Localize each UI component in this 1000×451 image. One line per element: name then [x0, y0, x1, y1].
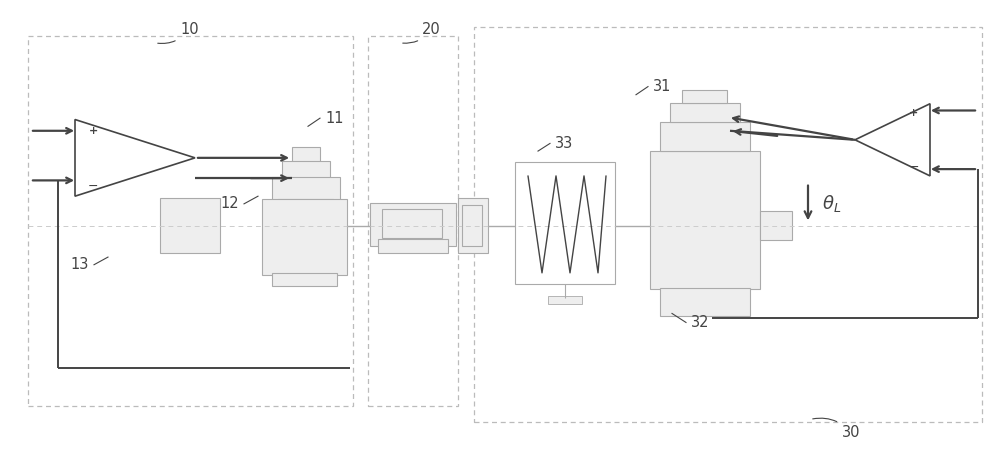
- Bar: [515, 162, 615, 284]
- Text: 12: 12: [220, 196, 239, 212]
- Text: $\theta_L$: $\theta_L$: [822, 193, 841, 214]
- Bar: [292, 147, 320, 162]
- Bar: [682, 90, 727, 103]
- Bar: [458, 198, 488, 253]
- Bar: [370, 203, 456, 246]
- Bar: [378, 239, 448, 253]
- Bar: [650, 151, 760, 289]
- Text: +: +: [909, 108, 919, 118]
- Text: −: −: [88, 180, 98, 193]
- Bar: [660, 122, 750, 151]
- Bar: [474, 27, 982, 422]
- Text: +: +: [88, 126, 98, 136]
- Text: 20: 20: [403, 22, 441, 43]
- Bar: [462, 205, 482, 246]
- Bar: [28, 36, 353, 406]
- Text: 30: 30: [813, 418, 860, 441]
- Bar: [272, 177, 340, 201]
- Bar: [548, 296, 582, 304]
- Text: 13: 13: [71, 257, 89, 272]
- Bar: [660, 288, 750, 316]
- Bar: [262, 199, 347, 275]
- Bar: [278, 199, 333, 221]
- Bar: [670, 103, 740, 122]
- Bar: [382, 209, 442, 238]
- Text: 32: 32: [691, 315, 710, 330]
- Bar: [272, 273, 337, 286]
- Bar: [160, 198, 220, 253]
- Text: 10: 10: [158, 22, 199, 43]
- Text: 33: 33: [555, 136, 573, 151]
- Text: −: −: [909, 161, 919, 174]
- Bar: [282, 161, 330, 180]
- Text: 11: 11: [325, 110, 344, 126]
- Text: 31: 31: [653, 79, 671, 94]
- Bar: [760, 211, 792, 240]
- Bar: [368, 36, 458, 406]
